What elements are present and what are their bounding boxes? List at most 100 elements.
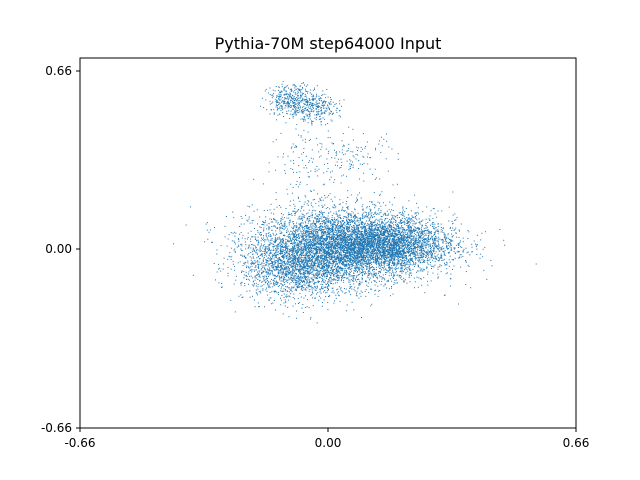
scatter-point xyxy=(346,304,348,306)
scatter-point xyxy=(266,252,268,254)
scatter-point xyxy=(348,224,350,226)
scatter-point xyxy=(322,184,324,186)
scatter-point xyxy=(350,261,352,263)
scatter-point xyxy=(347,230,349,232)
scatter-point xyxy=(306,272,308,274)
scatter-point xyxy=(302,248,304,249)
scatter-point xyxy=(370,221,372,223)
scatter-point xyxy=(344,241,346,243)
scatter-point xyxy=(415,226,417,228)
scatter-point xyxy=(374,220,376,222)
scatter-point xyxy=(275,221,277,223)
scatter-point xyxy=(374,275,376,276)
scatter-point xyxy=(393,256,395,258)
scatter-point xyxy=(404,235,406,237)
scatter-point xyxy=(383,233,385,234)
scatter-point xyxy=(270,263,272,265)
scatter-point xyxy=(302,226,304,228)
scatter-point xyxy=(346,221,348,223)
scatter-point xyxy=(362,250,364,252)
scatter-point xyxy=(303,287,305,289)
scatter-point xyxy=(308,285,310,287)
scatter-point xyxy=(379,225,381,227)
scatter-point xyxy=(309,265,311,267)
scatter-point xyxy=(318,230,319,232)
scatter-point xyxy=(277,271,279,273)
scatter-point xyxy=(409,241,411,243)
scatter-point xyxy=(345,288,347,290)
scatter-point xyxy=(257,236,259,238)
scatter-point xyxy=(287,240,289,242)
scatter-point xyxy=(302,272,304,274)
scatter-point xyxy=(408,224,410,226)
scatter-point xyxy=(419,231,421,233)
scatter-point xyxy=(360,282,362,284)
scatter-point xyxy=(266,224,268,226)
scatter-point xyxy=(299,268,301,270)
scatter-point xyxy=(344,222,345,224)
scatter-point xyxy=(343,220,344,222)
scatter-point xyxy=(426,240,428,241)
scatter-point xyxy=(351,235,353,237)
scatter-point xyxy=(375,252,377,254)
scatter-point xyxy=(307,256,309,258)
scatter-point xyxy=(284,256,286,258)
scatter-point xyxy=(261,237,262,239)
scatter-point xyxy=(348,281,350,283)
scatter-point xyxy=(338,275,340,277)
scatter-point xyxy=(402,207,404,209)
scatter-point xyxy=(337,239,339,241)
scatter-point xyxy=(331,200,333,202)
scatter-point xyxy=(222,268,224,270)
scatter-point xyxy=(269,239,271,241)
scatter-point xyxy=(386,214,388,216)
scatter-point xyxy=(324,245,326,247)
scatter-point xyxy=(268,286,270,288)
scatter-point xyxy=(356,242,358,244)
scatter-point xyxy=(330,243,332,245)
scatter-point xyxy=(375,212,377,214)
scatter-point xyxy=(414,266,415,268)
scatter-point xyxy=(277,282,279,284)
scatter-point xyxy=(342,224,344,225)
scatter-point xyxy=(356,231,358,233)
scatter-point xyxy=(286,250,288,252)
scatter-point xyxy=(391,209,393,211)
scatter-point xyxy=(331,254,333,256)
scatter-point xyxy=(344,270,346,272)
scatter-point xyxy=(297,227,299,229)
scatter-point xyxy=(310,223,312,225)
scatter-point xyxy=(422,232,424,234)
scatter-point xyxy=(369,228,371,229)
scatter-point xyxy=(388,250,390,252)
scatter-point xyxy=(414,194,416,196)
scatter-point xyxy=(359,252,361,254)
scatter-point xyxy=(284,253,286,255)
scatter-point xyxy=(311,263,313,265)
scatter-point xyxy=(318,256,320,258)
scatter-point xyxy=(270,265,272,267)
scatter-point xyxy=(362,246,364,248)
scatter-point xyxy=(412,254,414,256)
scatter-point xyxy=(346,207,348,208)
scatter-point xyxy=(334,269,336,270)
scatter-point xyxy=(326,250,328,252)
scatter-point xyxy=(311,260,312,262)
scatter-point xyxy=(293,256,295,257)
scatter-point xyxy=(394,197,396,199)
scatter-point xyxy=(234,251,236,253)
scatter-point xyxy=(367,286,369,287)
scatter-point xyxy=(345,227,347,229)
scatter-point xyxy=(332,279,334,281)
scatter-point xyxy=(374,284,376,286)
scatter-point xyxy=(267,246,269,247)
scatter-point xyxy=(414,223,416,225)
scatter-point xyxy=(335,229,336,231)
scatter-point xyxy=(374,260,376,262)
scatter-point xyxy=(334,300,335,302)
scatter-point xyxy=(382,254,384,256)
scatter-point xyxy=(330,211,332,213)
scatter-point xyxy=(269,234,271,236)
scatter-point xyxy=(302,252,304,254)
scatter-point xyxy=(267,279,268,281)
